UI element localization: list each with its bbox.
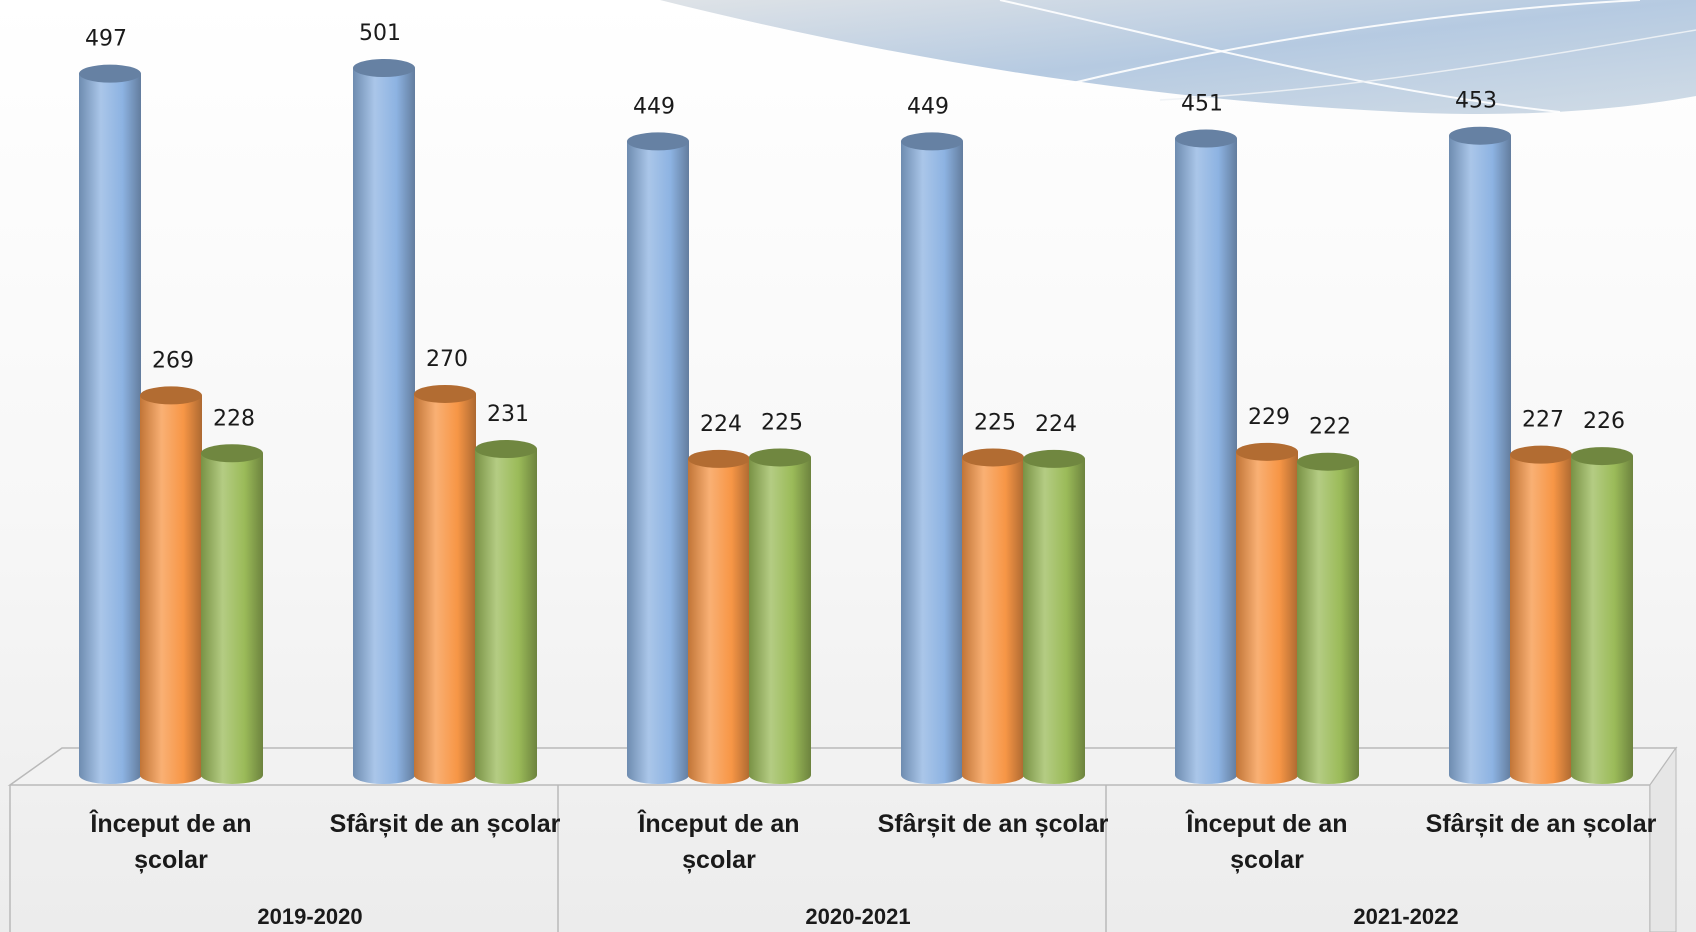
- bars: [79, 59, 1633, 785]
- value-label: 501: [359, 21, 401, 46]
- bar: [962, 448, 1024, 784]
- bar: [1449, 126, 1511, 785]
- value-label: 453: [1455, 89, 1497, 114]
- bar: [1236, 442, 1298, 784]
- value-label: 222: [1309, 415, 1351, 440]
- value-label: 225: [761, 410, 803, 435]
- bar: [475, 440, 537, 784]
- category-label: Început de an școlar: [636, 808, 799, 874]
- value-label: 224: [1035, 412, 1077, 437]
- value-label: 228: [213, 406, 255, 431]
- bar: [627, 132, 689, 785]
- value-label: 270: [426, 347, 468, 372]
- value-label: 449: [907, 94, 949, 119]
- bar: [901, 132, 963, 785]
- category-label: Sfârșit de an școlar: [878, 810, 1109, 838]
- value-labels: 497 269 228 501 270 231 449 224 225 449 225 224 451 2…: [85, 21, 1625, 440]
- bar: [749, 448, 811, 784]
- group-label: 2019-2020: [257, 904, 362, 929]
- value-label: 224: [700, 412, 742, 437]
- bar: [1297, 452, 1359, 784]
- category-label: Sfârșit de an școlar: [1426, 810, 1657, 838]
- category-label: Început de an școlar: [88, 808, 251, 874]
- bar: [140, 386, 202, 784]
- group-label: 2021-2022: [1353, 904, 1458, 929]
- bar: [201, 444, 263, 784]
- background-swoosh: [660, 0, 1696, 115]
- bar: [1175, 129, 1237, 784]
- value-label: 451: [1181, 92, 1223, 117]
- bar: [1023, 449, 1085, 784]
- value-label: 497: [85, 27, 127, 52]
- value-label: 225: [974, 410, 1016, 435]
- bar: [688, 449, 750, 784]
- value-label: 229: [1248, 405, 1290, 430]
- category-labels: Început de an școlar Sfârșit de an școlar Î…: [88, 808, 1656, 874]
- bar: [414, 384, 476, 784]
- group-label: 2020-2021: [805, 904, 910, 929]
- category-label: Sfârșit de an școlar: [330, 810, 561, 838]
- value-label: 449: [633, 94, 675, 119]
- value-label: 226: [1583, 409, 1625, 434]
- bar: [1510, 445, 1572, 784]
- bar: [353, 59, 415, 784]
- value-label: 269: [152, 348, 194, 373]
- category-label: Început de an școlar: [1184, 808, 1347, 874]
- bar: [79, 64, 141, 784]
- value-label: 231: [487, 402, 529, 427]
- value-label: 227: [1522, 408, 1564, 433]
- bar: [1571, 447, 1633, 784]
- floor-side: [1649, 746, 1677, 932]
- group-labels: 2019-2020 2020-2021 2021-2022: [257, 904, 1458, 929]
